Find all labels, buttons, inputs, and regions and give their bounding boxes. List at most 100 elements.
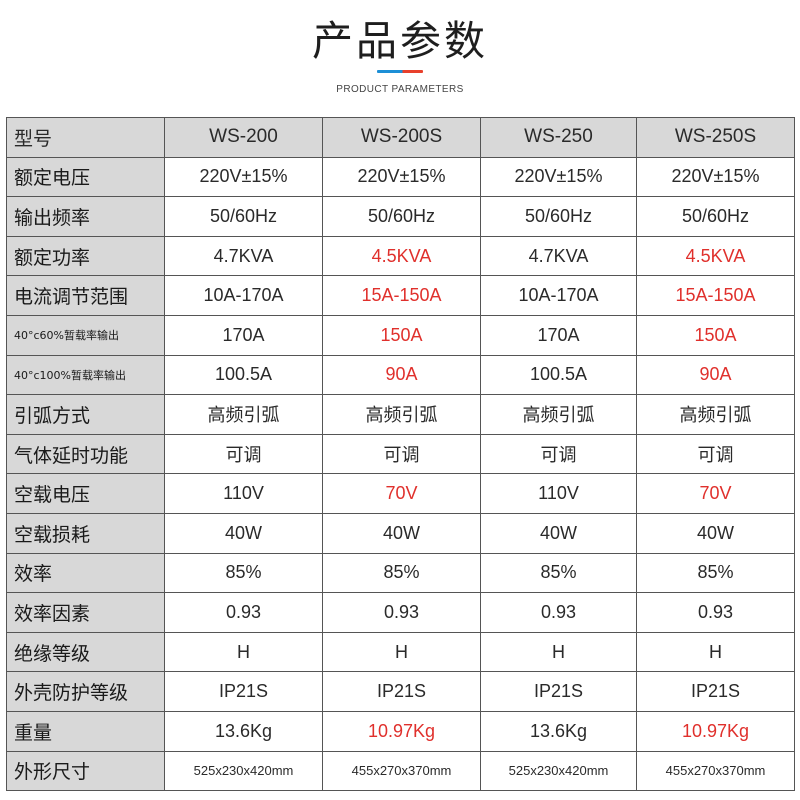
value-cell: 70V bbox=[636, 473, 795, 514]
row-label-cell: 输出频率 bbox=[6, 196, 165, 237]
value-cell: 高频引弧 bbox=[636, 394, 795, 435]
table-row: 空载损耗 40W 40W 40W 40W bbox=[6, 512, 795, 554]
value-cell: H bbox=[164, 631, 323, 673]
row-label-cell: 重量 bbox=[6, 710, 165, 752]
value-cell: 可调 bbox=[322, 433, 481, 475]
value-cell: IP21S bbox=[164, 671, 323, 712]
value-cell: 70V bbox=[322, 473, 481, 514]
row-label-cell: 电流调节范围 bbox=[6, 275, 165, 316]
table-row: 空载电压 110V 70V 110V 70V bbox=[6, 473, 795, 514]
row-label-cell: 效率因素 bbox=[6, 592, 165, 633]
row-label-cell: 额定电压 bbox=[6, 156, 165, 198]
table-row: 输出频率 50/60Hz 50/60Hz 50/60Hz 50/60Hz bbox=[6, 196, 795, 237]
value-cell: 0.93 bbox=[636, 592, 795, 633]
value-cell: 4.7KVA bbox=[164, 235, 323, 277]
value-cell: 40W bbox=[480, 512, 637, 554]
page-subtitle: PRODUCT PARAMETERS bbox=[336, 84, 464, 95]
value-cell: 10A-170A bbox=[480, 275, 637, 316]
row-label-cell: 额定功率 bbox=[6, 235, 165, 277]
table-row: 外壳防护等级 IP21S IP21S IP21S IP21S bbox=[6, 671, 795, 712]
value-cell: 50/60Hz bbox=[322, 196, 481, 237]
value-cell: IP21S bbox=[322, 671, 481, 712]
value-cell: 100.5A bbox=[164, 354, 323, 396]
value-cell: 85% bbox=[322, 552, 481, 594]
value-cell: H bbox=[636, 631, 795, 673]
row-label-cell: 空载电压 bbox=[6, 473, 165, 514]
value-cell: 4.7KVA bbox=[480, 235, 637, 277]
row-label-cell: 40°c60%暂载率输出 bbox=[6, 314, 165, 356]
table-row: 效率 85% 85% 85% 85% bbox=[6, 552, 795, 594]
table-row: 绝缘等级 H H H H bbox=[6, 631, 795, 673]
value-cell: 50/60Hz bbox=[636, 196, 795, 237]
page-header: 产品参数 PRODUCT PARAMETERS bbox=[0, 0, 800, 112]
value-cell: 100.5A bbox=[480, 354, 637, 396]
value-cell: 90A bbox=[636, 354, 795, 396]
value-cell: 15A-150A bbox=[636, 275, 795, 316]
table-row: 40°c100%暂载率输出 100.5A 90A 100.5A 90A bbox=[6, 354, 795, 396]
row-label-cell: 气体延时功能 bbox=[6, 433, 165, 475]
value-cell: 4.5KVA bbox=[322, 235, 481, 277]
page-title: 产品参数 bbox=[312, 17, 488, 65]
value-cell: 170A bbox=[164, 314, 323, 356]
value-cell: 90A bbox=[322, 354, 481, 396]
table-row: 引弧方式 高频引弧 高频引弧 高频引弧 高频引弧 bbox=[6, 394, 795, 435]
value-cell: 525x230x420mm bbox=[164, 750, 323, 792]
table-header-row: 型号 WS-200 WS-200S WS-250 WS-250S bbox=[6, 117, 795, 158]
value-cell: 40W bbox=[322, 512, 481, 554]
value-cell: 15A-150A bbox=[322, 275, 481, 316]
row-label-cell: 空载损耗 bbox=[6, 512, 165, 554]
value-cell: H bbox=[480, 631, 637, 673]
value-cell: 13.6Kg bbox=[164, 710, 323, 752]
table-row: 重量 13.6Kg 10.97Kg 13.6Kg 10.97Kg bbox=[6, 710, 795, 752]
value-cell: 455x270x370mm bbox=[322, 750, 481, 792]
table-row: 40°c60%暂载率输出 170A 150A 170A 150A bbox=[6, 314, 795, 356]
row-label-cell: 40°c100%暂载率输出 bbox=[6, 354, 165, 396]
row-label-cell: 效率 bbox=[6, 552, 165, 594]
value-cell: 150A bbox=[322, 314, 481, 356]
value-cell: 0.93 bbox=[480, 592, 637, 633]
model-header-cell: WS-200S bbox=[322, 117, 481, 158]
value-cell: 10.97Kg bbox=[322, 710, 481, 752]
value-cell: 可调 bbox=[636, 433, 795, 475]
table-row: 额定电压 220V±15% 220V±15% 220V±15% 220V±15% bbox=[6, 156, 795, 198]
value-cell: 4.5KVA bbox=[636, 235, 795, 277]
value-cell: 可调 bbox=[164, 433, 323, 475]
model-header-cell: WS-250S bbox=[636, 117, 795, 158]
row-label-cell: 引弧方式 bbox=[6, 394, 165, 435]
value-cell: 10A-170A bbox=[164, 275, 323, 316]
value-cell: 13.6Kg bbox=[480, 710, 637, 752]
table-row: 外形尺寸 525x230x420mm 455x270x370mm 525x230x42… bbox=[6, 750, 795, 792]
value-cell: 0.93 bbox=[164, 592, 323, 633]
value-cell: 85% bbox=[480, 552, 637, 594]
value-cell: 170A bbox=[480, 314, 637, 356]
value-cell: 220V±15% bbox=[480, 156, 637, 198]
value-cell: 110V bbox=[164, 473, 323, 514]
value-cell: 220V±15% bbox=[636, 156, 795, 198]
table-row: 气体延时功能 可调 可调 可调 可调 bbox=[6, 433, 795, 475]
model-header-cell: WS-200 bbox=[164, 117, 323, 158]
value-cell: H bbox=[322, 631, 481, 673]
row-label-cell: 外壳防护等级 bbox=[6, 671, 165, 712]
value-cell: 50/60Hz bbox=[164, 196, 323, 237]
value-cell: 220V±15% bbox=[164, 156, 323, 198]
value-cell: 220V±15% bbox=[322, 156, 481, 198]
value-cell: 0.93 bbox=[322, 592, 481, 633]
value-cell: 40W bbox=[636, 512, 795, 554]
value-cell: IP21S bbox=[480, 671, 637, 712]
model-header-cell: WS-250 bbox=[480, 117, 637, 158]
value-cell: 10.97Kg bbox=[636, 710, 795, 752]
header-label-cell: 型号 bbox=[6, 117, 165, 158]
value-cell: 高频引弧 bbox=[164, 394, 323, 435]
row-label-cell: 外形尺寸 bbox=[6, 750, 165, 792]
row-label-cell: 绝缘等级 bbox=[6, 631, 165, 673]
table-row: 效率因素 0.93 0.93 0.93 0.93 bbox=[6, 592, 795, 633]
value-cell: 150A bbox=[636, 314, 795, 356]
value-cell: 85% bbox=[636, 552, 795, 594]
value-cell: 85% bbox=[164, 552, 323, 594]
parameters-table: 型号 WS-200 WS-200S WS-250 WS-250S 额定电压 220… bbox=[6, 117, 795, 792]
parameters-table-body: 型号 WS-200 WS-200S WS-250 WS-250S 额定电压 220… bbox=[6, 117, 795, 792]
value-cell: 110V bbox=[480, 473, 637, 514]
value-cell: IP21S bbox=[636, 671, 795, 712]
title-accent-bar bbox=[377, 70, 423, 73]
value-cell: 高频引弧 bbox=[480, 394, 637, 435]
